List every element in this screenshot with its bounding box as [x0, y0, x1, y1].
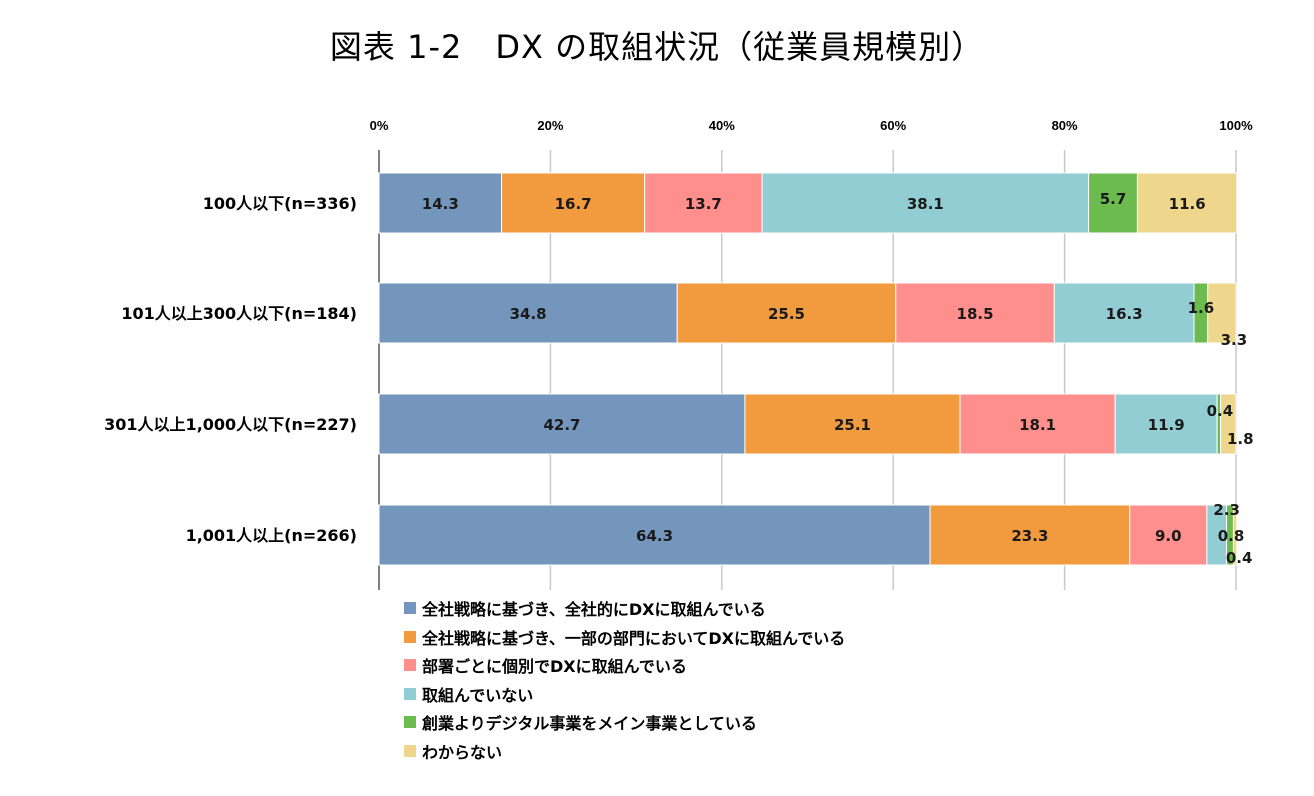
category-label: 100人以下(n=336): [203, 194, 357, 213]
bar-segment: [1207, 282, 1237, 344]
category-label: 1,001人以上(n=266): [186, 526, 357, 545]
x-tick-label: 100%: [1219, 118, 1253, 133]
chart-title: 図表 1-2 DX の取組状況（従業員規模別）: [329, 28, 985, 66]
legend-item: 創業よりデジタル事業をメイン事業としている: [404, 708, 845, 737]
legend-label: 部署ごとに個別でDXに取組んでいる: [422, 657, 687, 677]
bar-segment: [644, 172, 763, 234]
bar-segment: [895, 282, 1055, 344]
legend-item: 全社戦略に基づき、一部の部門においてDXに取組んでいる: [404, 623, 845, 652]
bar-segment: [1088, 172, 1138, 234]
legend-item: 部署ごとに個別でDXに取組んでいる: [404, 651, 845, 680]
data-label: 3.3: [1221, 331, 1248, 349]
bar-segment: [378, 504, 931, 566]
legend-label: 取組んでいない: [422, 685, 534, 705]
bar-segment: [1129, 504, 1208, 566]
legend-swatch: [404, 659, 416, 672]
legend-item: わからない: [404, 737, 845, 766]
bar-segment: [1114, 393, 1218, 455]
data-label: 42.7: [543, 416, 580, 434]
x-tick-label: 60%: [880, 118, 906, 133]
data-label: 1.8: [1227, 430, 1254, 448]
data-label: 11.6: [1169, 195, 1206, 213]
bar-segment: [378, 393, 746, 455]
data-label: 0.4: [1226, 549, 1253, 567]
x-tick-label: 20%: [537, 118, 563, 133]
bar-segment: [1232, 504, 1238, 566]
stacked-bar-chart: 0% 20% 40% 60% 80% 100% 100人以下(n=336) 101人以上30…: [104, 118, 1254, 590]
legend-label: 創業よりデジタル事業をメイン事業としている: [422, 714, 757, 734]
data-label: 13.7: [685, 195, 722, 213]
data-label: 14.3: [422, 195, 459, 213]
bar-segment: [676, 282, 897, 344]
x-tick-label: 40%: [709, 118, 735, 133]
data-label: 38.1: [907, 195, 944, 213]
bar-segment: [744, 393, 961, 455]
legend-label: 全社戦略に基づき、全社的にDXに取組んでいる: [422, 600, 766, 620]
bar-segment: [1136, 172, 1238, 234]
bar-segment: [378, 282, 678, 344]
legend-label: 全社戦略に基づき、一部の部門においてDXに取組んでいる: [422, 628, 846, 648]
bar-segment: [929, 504, 1131, 566]
data-label: 64.3: [636, 527, 673, 545]
legend-swatch: [404, 602, 416, 615]
data-label: 25.5: [768, 305, 805, 323]
data-label: 34.8: [510, 305, 547, 323]
data-label: 0.8: [1218, 527, 1245, 545]
legend-item: 全社戦略に基づき、全社的にDXに取組んでいる: [404, 594, 845, 623]
data-label: 18.1: [1019, 416, 1056, 434]
data-label: 25.1: [834, 416, 871, 434]
legend-swatch: [404, 716, 416, 729]
bar-segment: [501, 172, 646, 234]
data-label: 18.5: [957, 305, 994, 323]
category-labels: 100人以下(n=336) 101人以上300人以下(n=184) 301人以上1,…: [104, 194, 357, 545]
data-label: 16.3: [1106, 305, 1143, 323]
x-tick-label: 0%: [370, 118, 389, 133]
x-axis-ticks: 0% 20% 40% 60% 80% 100%: [370, 118, 1253, 133]
bars: [378, 172, 1238, 566]
x-tick-label: 80%: [1052, 118, 1078, 133]
data-label: 9.0: [1155, 527, 1182, 545]
bar-segment: [1053, 282, 1195, 344]
data-label: 16.7: [555, 195, 592, 213]
data-label: 11.9: [1148, 416, 1185, 434]
data-label: 23.3: [1011, 527, 1048, 545]
legend-label: わからない: [422, 742, 503, 762]
bar-segment: [1220, 393, 1237, 455]
legend-swatch: [404, 630, 416, 643]
bar-segment: [959, 393, 1116, 455]
data-label: 1.6: [1188, 299, 1215, 317]
legend: 全社戦略に基づき、全社的にDXに取組んでいる全社戦略に基づき、一部の部門において…: [404, 594, 845, 765]
data-labels: 14.3 16.7 13.7 38.1 5.7 11.6 34.8 25.5 18.5 16.3 1…: [422, 190, 1254, 567]
legend-item: 取組んでいない: [404, 680, 845, 709]
data-label: 0.4: [1207, 402, 1234, 420]
category-label: 301人以上1,000人以下(n=227): [104, 415, 357, 434]
legend-swatch: [404, 687, 416, 700]
data-label: 2.3: [1213, 501, 1240, 519]
legend-swatch: [404, 744, 416, 757]
category-label: 101人以上300人以下(n=184): [121, 304, 357, 323]
bar-segment: [761, 172, 1090, 234]
data-label: 5.7: [1100, 190, 1127, 208]
